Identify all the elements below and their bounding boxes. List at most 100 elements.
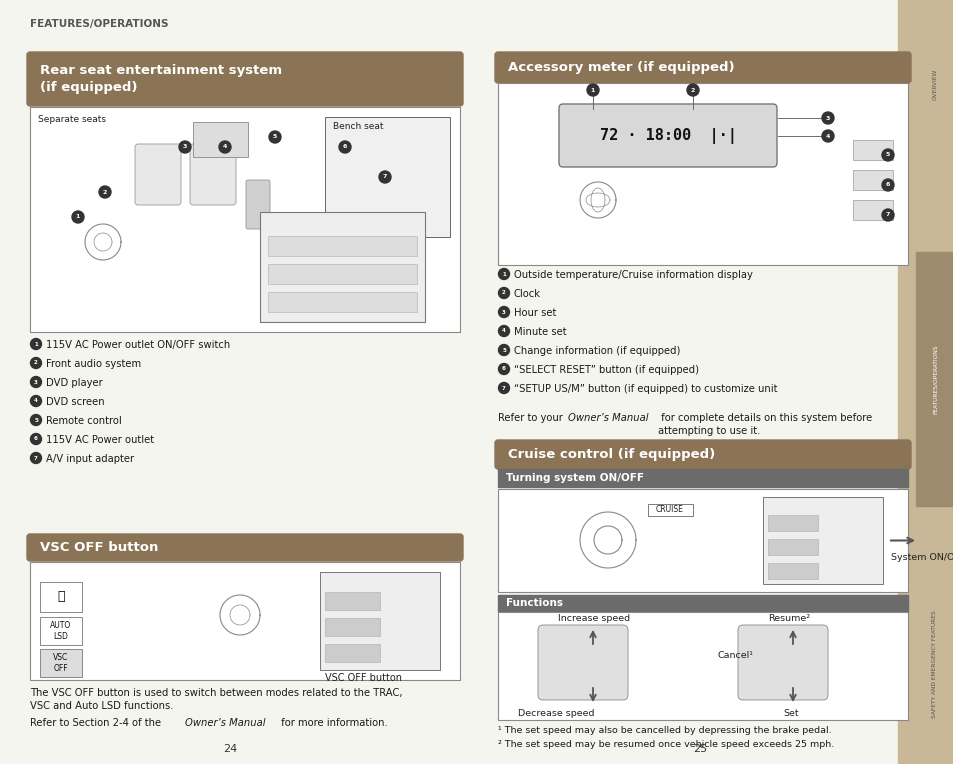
Bar	[30, 562, 459, 680]
Text: 3: 3	[183, 144, 187, 150]
Circle shape	[498, 287, 509, 299]
Circle shape	[71, 211, 84, 223]
Circle shape	[30, 396, 42, 406]
Text: Change information (if equipped): Change information (if equipped)	[514, 346, 679, 356]
Text: A/V input adapter: A/V input adapter	[46, 454, 134, 464]
Text: AUTO
LSD: AUTO LSD	[51, 621, 71, 641]
Circle shape	[498, 268, 509, 280]
Circle shape	[882, 209, 893, 221]
FancyBboxPatch shape	[246, 180, 270, 229]
Bar	[268, 292, 416, 312]
FancyBboxPatch shape	[537, 625, 627, 700]
Circle shape	[378, 171, 391, 183]
Bar	[40, 617, 82, 645]
Circle shape	[882, 149, 893, 161]
Text: Front audio system: Front audio system	[46, 359, 141, 369]
Text: “SETUP US/M” button (if equipped) to customize unit: “SETUP US/M” button (if equipped) to cus…	[514, 384, 777, 394]
Text: Minute set: Minute set	[514, 327, 566, 337]
FancyBboxPatch shape	[558, 104, 776, 167]
Text: 3: 3	[825, 115, 829, 121]
Bar	[852, 170, 892, 190]
Circle shape	[498, 383, 509, 393]
Text: 7: 7	[501, 386, 505, 390]
Text: for complete details on this system before
attempting to use it.: for complete details on this system befo…	[658, 413, 871, 436]
Text: System ON/OFF: System ON/OFF	[890, 552, 953, 562]
Bar	[319, 572, 439, 670]
Text: Bench seat: Bench seat	[333, 122, 383, 131]
Bar	[497, 83, 907, 265]
Text: DVD player: DVD player	[46, 378, 103, 388]
Text: 115V AC Power outlet: 115V AC Power outlet	[46, 435, 154, 445]
Text: 5: 5	[273, 134, 277, 140]
Text: Owner’s Manual: Owner’s Manual	[185, 718, 265, 728]
Bar	[325, 117, 450, 237]
Text: 72 · 18:00  |·|: 72 · 18:00 |·|	[598, 128, 736, 144]
Text: Refer to your: Refer to your	[497, 413, 565, 423]
Text: 7: 7	[382, 174, 387, 180]
Text: VSC OFF button: VSC OFF button	[325, 673, 401, 683]
FancyBboxPatch shape	[27, 534, 462, 561]
FancyBboxPatch shape	[495, 440, 910, 469]
Circle shape	[30, 452, 42, 464]
Text: 7: 7	[34, 455, 38, 461]
Text: 24: 24	[223, 744, 237, 754]
Text: Functions: Functions	[505, 598, 562, 608]
Text: 4: 4	[223, 144, 227, 150]
Text: Set: Set	[782, 709, 798, 718]
Bar	[268, 236, 416, 256]
Circle shape	[30, 338, 42, 349]
Text: SAFETY AND EMERGENCY FEATURES: SAFETY AND EMERGENCY FEATURES	[931, 610, 937, 718]
Circle shape	[269, 131, 281, 143]
FancyBboxPatch shape	[190, 144, 235, 205]
Text: 6: 6	[342, 144, 347, 150]
Text: DVD screen: DVD screen	[46, 397, 105, 407]
Bar	[40, 649, 82, 677]
Text: 2: 2	[34, 361, 38, 365]
Circle shape	[686, 84, 699, 96]
FancyBboxPatch shape	[495, 52, 910, 83]
FancyBboxPatch shape	[738, 625, 827, 700]
Text: CRUISE: CRUISE	[656, 506, 683, 514]
Circle shape	[30, 377, 42, 387]
Circle shape	[498, 325, 509, 336]
Text: ¹ The set speed may also be cancelled by depressing the brake pedal.: ¹ The set speed may also be cancelled by…	[497, 726, 831, 735]
Text: 6: 6	[885, 183, 889, 187]
Text: Turning system ON/OFF: Turning system ON/OFF	[505, 473, 643, 483]
Text: 1: 1	[590, 88, 595, 92]
Text: 3: 3	[501, 309, 505, 315]
Text: 1: 1	[501, 271, 505, 277]
Bar	[325, 618, 379, 636]
Text: FEATURES/OPERATIONS: FEATURES/OPERATIONS	[931, 345, 937, 414]
Bar	[852, 140, 892, 160]
Circle shape	[30, 433, 42, 445]
Bar	[30, 107, 459, 332]
Text: 👤: 👤	[57, 591, 65, 604]
Text: Increase speed: Increase speed	[558, 614, 630, 623]
Circle shape	[498, 364, 509, 374]
Text: 5: 5	[885, 153, 889, 157]
Text: 25: 25	[692, 744, 706, 754]
Text: ² The set speed may be resumed once vehicle speed exceeds 25 mph.: ² The set speed may be resumed once vehi…	[497, 740, 833, 749]
Bar	[497, 612, 907, 720]
Bar	[497, 489, 907, 592]
Bar	[767, 563, 817, 579]
Text: VSC OFF button: VSC OFF button	[40, 541, 158, 554]
Text: Decrease speed: Decrease speed	[517, 709, 594, 718]
Text: 4: 4	[34, 399, 38, 403]
Text: 5: 5	[501, 348, 505, 352]
Circle shape	[498, 345, 509, 355]
Bar	[897, 0, 915, 764]
Text: “SELECT RESET” button (if equipped): “SELECT RESET” button (if equipped)	[514, 365, 699, 375]
Bar	[497, 469, 907, 487]
Text: VSC
OFF: VSC OFF	[53, 653, 69, 672]
Bar	[497, 595, 907, 612]
Text: 6: 6	[34, 436, 38, 442]
Bar	[325, 592, 379, 610]
Text: Refer to Section 2-4 of the: Refer to Section 2-4 of the	[30, 718, 164, 728]
Text: 1: 1	[75, 215, 80, 219]
Text: 4: 4	[501, 329, 505, 334]
Bar	[767, 539, 817, 555]
Text: Hour set: Hour set	[514, 308, 556, 318]
FancyBboxPatch shape	[27, 52, 462, 106]
Text: Accessory meter (if equipped): Accessory meter (if equipped)	[507, 61, 734, 74]
